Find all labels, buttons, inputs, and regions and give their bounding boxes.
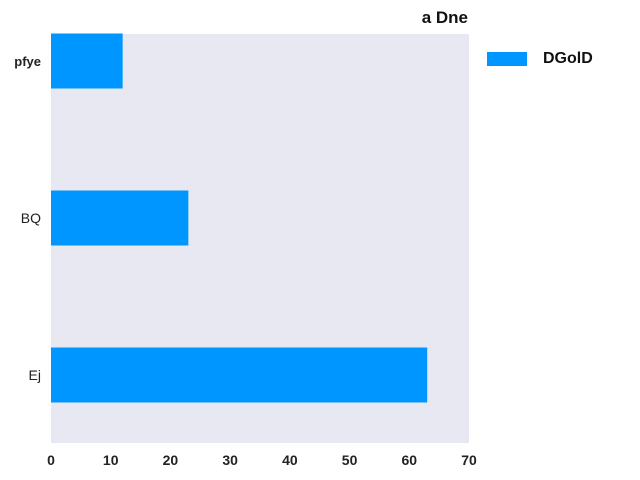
y-tick-label: pfye bbox=[14, 54, 41, 69]
y-tick-labels: pfye BQ Ej bbox=[14, 54, 41, 383]
legend: DGolD bbox=[487, 50, 593, 68]
x-tick-label: 10 bbox=[103, 452, 119, 468]
legend-swatch bbox=[487, 52, 527, 66]
bar-BQ bbox=[51, 191, 188, 246]
x-tick-labels: 0 10 20 30 40 50 60 70 bbox=[47, 452, 477, 468]
x-tick-label: 70 bbox=[461, 452, 477, 468]
x-tick-label: 20 bbox=[163, 452, 179, 468]
y-tick-label: BQ bbox=[21, 210, 41, 226]
x-tick-label: 60 bbox=[401, 452, 417, 468]
x-tick-label: 30 bbox=[222, 452, 238, 468]
x-tick-label: 0 bbox=[47, 452, 55, 468]
x-tick-label: 40 bbox=[282, 452, 298, 468]
bar-pfye bbox=[51, 34, 123, 89]
x-tick-label: 50 bbox=[342, 452, 358, 468]
y-tick-label: Ej bbox=[29, 367, 41, 383]
bar-Ej bbox=[51, 348, 427, 403]
legend-label: DGolD bbox=[543, 50, 593, 68]
